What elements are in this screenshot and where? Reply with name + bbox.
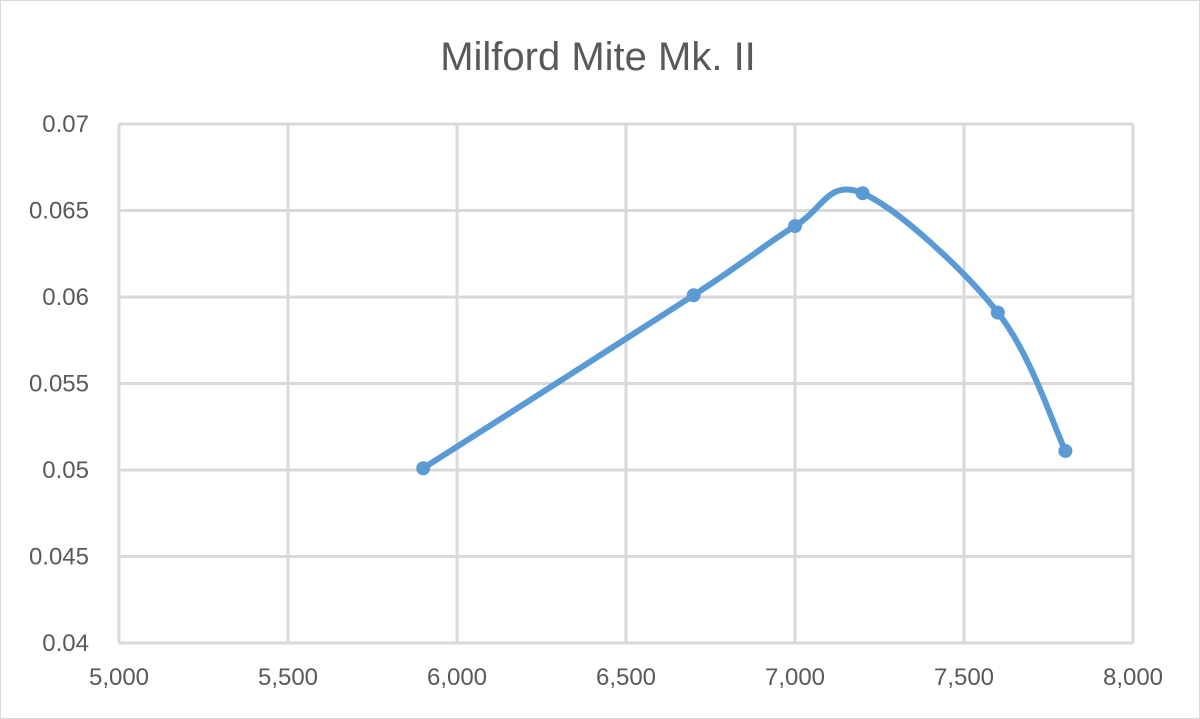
- y-tick-label: 0.07: [42, 111, 89, 138]
- x-tick-label: 6,000: [427, 664, 487, 691]
- x-tick-label: 7,500: [934, 664, 994, 691]
- gridlines: [117, 122, 1135, 645]
- x-tick-label: 5,000: [89, 664, 149, 691]
- series-layer: [416, 186, 1073, 476]
- x-tick-label: 5,500: [258, 664, 318, 691]
- y-tick-label: 0.065: [29, 198, 89, 225]
- data-point: [990, 305, 1005, 320]
- data-point: [855, 186, 870, 201]
- x-tick-label: 8,000: [1103, 664, 1163, 691]
- data-point: [1058, 443, 1073, 458]
- y-tick-label: 0.04: [42, 630, 89, 657]
- y-tick-label: 0.05: [42, 457, 89, 484]
- y-tick-label: 0.045: [29, 544, 89, 571]
- data-point: [788, 219, 802, 234]
- data-point: [686, 288, 701, 303]
- data-point: [416, 461, 431, 476]
- tick-labels: 5,000 5,500 6,000 6,500 7,000 7,500 8,000 0.04 0…: [29, 111, 1163, 691]
- y-tick-label: 0.06: [42, 284, 89, 311]
- x-tick-label: 7,000: [765, 664, 825, 691]
- x-tick-label: 6,500: [596, 664, 656, 691]
- series-line: [420, 186, 1069, 472]
- y-tick-label: 0.055: [29, 371, 89, 398]
- chart-title: Milford Mite Mk. II: [440, 35, 756, 79]
